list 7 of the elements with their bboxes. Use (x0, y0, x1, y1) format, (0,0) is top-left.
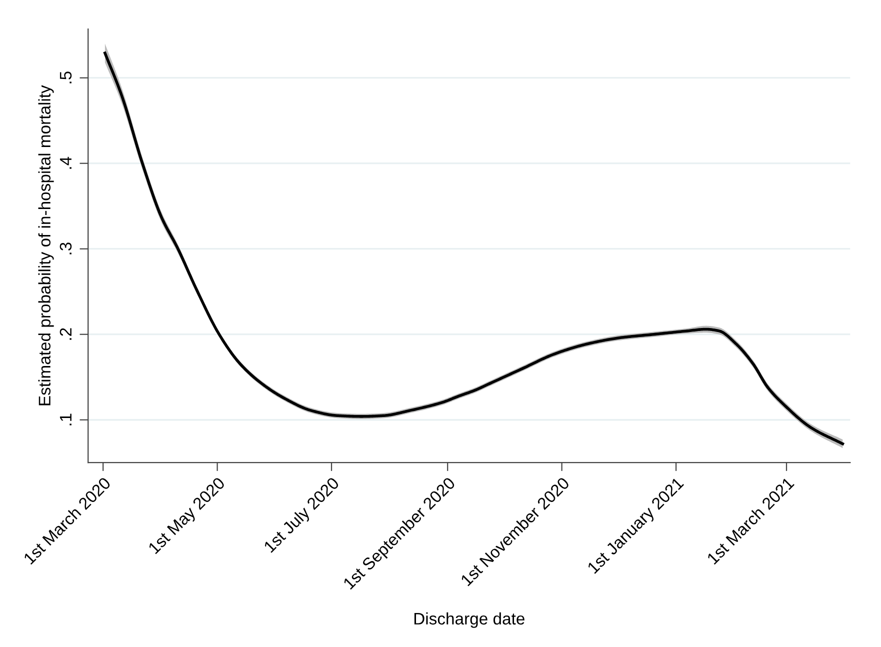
y-tick-label: .4 (60, 156, 72, 169)
y-axis-title: Estimated probability of in-hospital mortality (38, 85, 54, 406)
x-axis-title: Discharge date (414, 612, 524, 628)
y-tick-label: .2 (60, 328, 72, 340)
y-tick-label: .3 (60, 242, 72, 254)
y-tick-label: .1 (60, 414, 72, 426)
y-tick-label: .5 (60, 72, 72, 84)
